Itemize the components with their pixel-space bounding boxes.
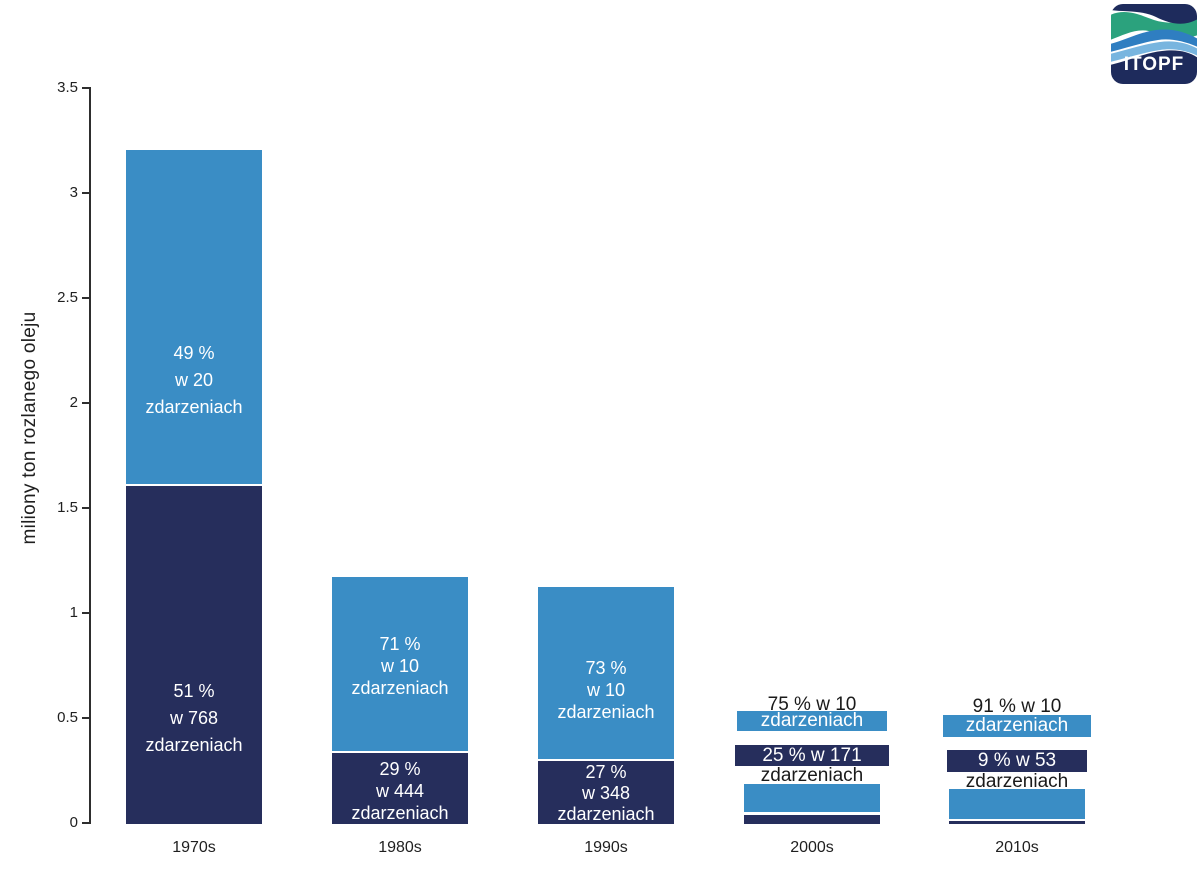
logo-wordmark: ITOPF — [1123, 54, 1185, 75]
callout-blue-box: zdarzeniach — [943, 715, 1091, 737]
y-axis-tick-label: 3.5 — [57, 79, 78, 96]
bar-segment-navy — [126, 486, 262, 824]
logo-navy-crest — [1111, 4, 1197, 24]
bar-segment-label-line: w 10 — [380, 656, 420, 676]
y-axis-tick — [82, 507, 90, 509]
bar-segment-blue — [538, 587, 674, 759]
logo-lightblue-wave — [1111, 41, 1197, 62]
y-axis-tick-label: 3 — [69, 184, 78, 201]
y-axis-tick-label: 1 — [69, 604, 78, 621]
y-axis-tick-label: 1.5 — [57, 499, 78, 516]
y-axis-tick — [82, 402, 90, 404]
y-axis-line — [89, 87, 91, 824]
x-axis-label: 1990s — [584, 839, 628, 856]
callout-percent-text: 75 % w 10 — [767, 694, 857, 715]
bar-segment-label-line: 29 % — [379, 759, 421, 779]
bar-segment-label-line: w 20 — [174, 370, 214, 390]
y-axis-tick — [82, 87, 90, 89]
bar-segment-label-line: 73 % — [585, 658, 627, 678]
bar-segment-label-line: 51 % — [173, 681, 215, 701]
callout-percent-text: 91 % w 10 — [972, 696, 1062, 717]
y-axis-tick-label: 2 — [69, 394, 78, 411]
bar-segment-navy — [949, 821, 1085, 824]
y-axis-tick-label: 2.5 — [57, 289, 78, 306]
bar-segment-navy — [538, 761, 674, 824]
bar-segment-label: 27 % w 348 zdarzeniach — [538, 762, 674, 825]
bar-segment-label-line: w 348 — [581, 783, 631, 803]
logo-blue-wave — [1111, 29, 1197, 52]
bar-segment-label: 29 % w 444 zdarzeniach — [332, 758, 468, 824]
bar-segment-label-line: zdarzeniach — [351, 803, 449, 823]
itopf-logo — [1111, 4, 1197, 84]
bar-segment-label-line: 49 % — [173, 343, 215, 363]
bar-segment-label: 73 % w 10 zdarzeniach — [538, 657, 674, 723]
bar-segment-label-line: zdarzeniach — [145, 735, 243, 755]
callout-navy-box: 9 % w 53 — [947, 750, 1087, 772]
y-axis-tick — [82, 192, 90, 194]
bar-segment-navy — [332, 753, 468, 824]
bar-segment-blue — [744, 784, 880, 812]
y-axis-tick — [82, 822, 90, 824]
bar-segment-blue — [949, 789, 1085, 819]
y-axis-tick — [82, 612, 90, 614]
callout-unit-text: zdarzeniach — [965, 771, 1069, 792]
bar-segment-label-line: w 768 — [169, 708, 219, 728]
bar-segment-blue — [126, 150, 262, 484]
bar-segment-label-line: w 444 — [375, 781, 425, 801]
callout-blue-box: zdarzeniach — [737, 711, 887, 731]
bar-segment-label-line: 27 % — [585, 762, 627, 782]
y-axis-tick — [82, 297, 90, 299]
x-axis-label: 2010s — [995, 839, 1039, 856]
bar-segment-blue — [332, 577, 468, 751]
bar-segment-label-line: 71 % — [379, 634, 421, 654]
bar-segment-label: 71 % w 10 zdarzeniach — [332, 633, 468, 699]
bar-segment-label-line: zdarzeniach — [145, 397, 243, 417]
bar-segment-label-line: w 10 — [586, 680, 626, 700]
x-axis-label: 1970s — [172, 839, 216, 856]
bar-segment-label: 51 % w 768 zdarzeniach — [126, 678, 262, 759]
bar-segment-label-line: zdarzeniach — [351, 678, 449, 698]
bar-segment-label-line: zdarzeniach — [557, 804, 655, 824]
bar-segment-label-line: zdarzeniach — [557, 702, 655, 722]
y-axis-tick-label: 0.5 — [57, 709, 78, 726]
logo-navy-base — [1111, 50, 1197, 84]
x-axis-label: 1980s — [378, 839, 422, 856]
callout-unit-text: zdarzeniach — [760, 765, 864, 786]
x-axis-label: 2000s — [790, 839, 834, 856]
bar-segment-navy — [744, 815, 880, 824]
y-axis-tick — [82, 717, 90, 719]
bar-segment-label: 49 % w 20 zdarzeniach — [126, 340, 262, 421]
y-axis-tick-label: 0 — [69, 814, 78, 831]
callout-navy-box: 25 % w 171 — [735, 745, 889, 766]
